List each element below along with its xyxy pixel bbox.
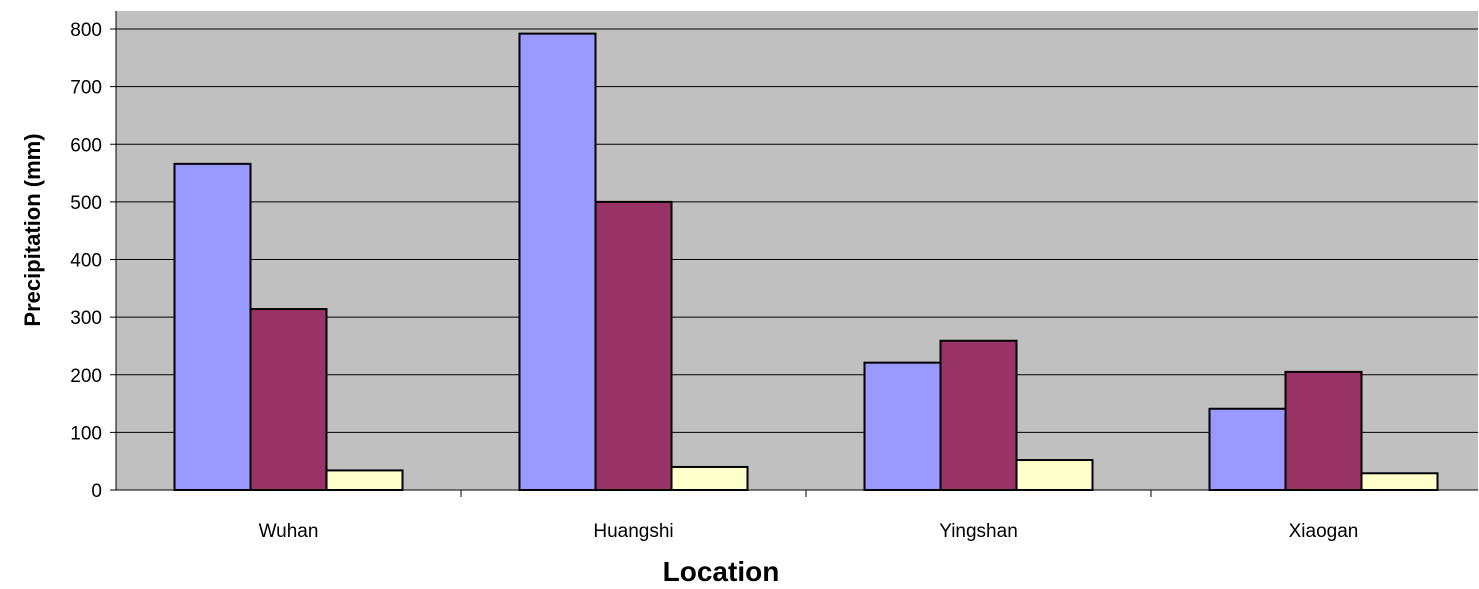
x-tick-label: Xiaogan bbox=[1289, 521, 1359, 542]
bar-huangshi-series-1 bbox=[518, 32, 597, 492]
bar-yingshan-series-1 bbox=[863, 361, 942, 491]
bar-xiaogan-series-1 bbox=[1208, 407, 1287, 491]
bar-xiaogan-series-3 bbox=[1360, 472, 1439, 492]
bar-wuhan-series-3 bbox=[325, 469, 404, 492]
bars bbox=[173, 32, 1439, 492]
x-tick-label: Huangshi bbox=[593, 521, 673, 542]
y-tick-label: 400 bbox=[70, 251, 102, 272]
y-tick-label: 0 bbox=[91, 481, 102, 502]
bar-yingshan-series-3 bbox=[1015, 459, 1094, 492]
x-tick-labels: Wuhan Huangshi Yingshan Xiaogan bbox=[259, 521, 1359, 542]
bar-huangshi-series-3 bbox=[670, 465, 749, 492]
y-tick-label: 600 bbox=[70, 135, 102, 156]
y-tick-label: 500 bbox=[70, 193, 102, 214]
y-tick-label: 300 bbox=[70, 308, 102, 329]
y-tick-label: 200 bbox=[70, 366, 102, 387]
bar-yingshan-series-2 bbox=[939, 339, 1018, 491]
bar-wuhan-series-1 bbox=[173, 162, 252, 491]
y-tick-labels: 0 100 200 300 400 500 600 700 800 bbox=[70, 20, 102, 502]
y-tick-label: 100 bbox=[70, 423, 102, 444]
x-axis-title: Location bbox=[663, 556, 780, 587]
gridlines bbox=[116, 28, 1478, 433]
bar-xiaogan-series-2 bbox=[1284, 370, 1363, 491]
y-axis-title: Precipitation (mm) bbox=[20, 133, 45, 326]
bar-wuhan-series-2 bbox=[249, 308, 328, 491]
bar-huangshi-series-2 bbox=[594, 200, 673, 491]
y-tick-label: 700 bbox=[70, 78, 102, 99]
x-tick-label: Yingshan bbox=[939, 521, 1018, 542]
y-tick-label: 800 bbox=[70, 20, 102, 41]
axes bbox=[110, 11, 1478, 497]
x-tick-label: Wuhan bbox=[259, 521, 319, 542]
